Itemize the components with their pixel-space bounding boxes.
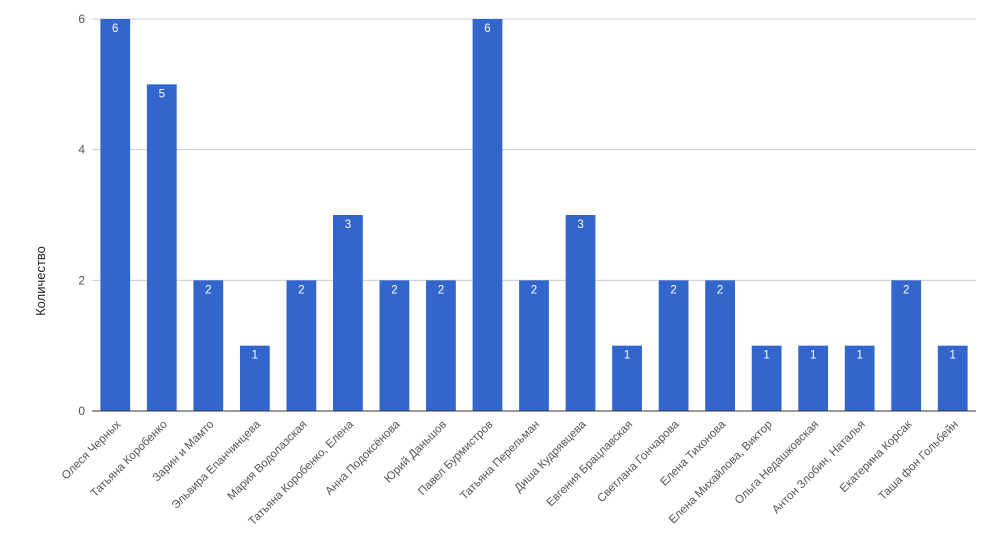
x-tick-label: Мария Водолазская: [225, 419, 309, 503]
bar: [612, 345, 642, 411]
data-label: 2: [531, 284, 537, 296]
data-label: 2: [298, 284, 304, 296]
bar: [519, 280, 549, 411]
bar: [844, 345, 875, 411]
bar: [937, 345, 968, 411]
bars: [100, 19, 968, 411]
bar: [239, 345, 270, 411]
bar: [472, 19, 503, 411]
data-label: 1: [252, 350, 258, 362]
x-tick-label: Евгения Брацлавская: [545, 419, 635, 509]
bar: [100, 19, 131, 411]
data-label: 2: [391, 284, 397, 296]
y-tick-label: 2: [78, 273, 85, 287]
bar: [426, 280, 456, 411]
data-label: 6: [112, 23, 118, 35]
data-label: 1: [624, 350, 630, 362]
x-tick-label: Ольга Недашковская: [733, 419, 821, 507]
data-labels: 6 5 2 1 2 3 2 2 6 2 3 1 2 2 1 1 1 2 1: [112, 23, 956, 362]
bar: [565, 215, 596, 411]
data-label: 5: [159, 88, 165, 100]
data-label: 1: [950, 350, 956, 362]
data-label: 2: [670, 284, 676, 296]
data-label: 6: [484, 23, 490, 35]
data-label: 3: [345, 219, 351, 231]
x-tick-label: Татьяна Перельман: [458, 419, 542, 503]
bar: [891, 280, 922, 411]
bar: [146, 84, 177, 411]
y-tick-label: 6: [78, 12, 85, 26]
data-label: 1: [856, 350, 862, 362]
x-tick-label: Татьяна Коробенко: [89, 419, 170, 500]
x-tick-label: Антон Злобин, Наталья: [770, 419, 868, 517]
data-label: 2: [438, 284, 444, 296]
x-tick-label: Эльвира Епанчинцева: [170, 418, 264, 512]
bar: [751, 345, 782, 411]
bar: [286, 280, 317, 411]
bar: [379, 280, 410, 411]
gridlines: [92, 18, 976, 281]
data-label: 1: [763, 350, 769, 362]
data-label: 2: [903, 284, 909, 296]
data-label: 2: [205, 284, 211, 296]
bar: [658, 280, 689, 411]
y-tick-label: 0: [78, 404, 85, 418]
data-label: 2: [717, 284, 723, 296]
y-tick-label: 4: [78, 143, 85, 157]
x-tick-label: Светлана Гончарова: [595, 418, 682, 505]
y-axis-ticks: 0 2 4 6: [78, 12, 85, 418]
bar: [193, 280, 224, 411]
y-axis-title: Количество: [33, 246, 48, 316]
data-label: 3: [577, 219, 583, 231]
bar: [333, 215, 363, 411]
bar: [705, 280, 735, 411]
data-label: 1: [810, 350, 816, 362]
x-tick-label: Таша фон Гольбейн: [877, 419, 961, 503]
bar: [798, 345, 829, 411]
